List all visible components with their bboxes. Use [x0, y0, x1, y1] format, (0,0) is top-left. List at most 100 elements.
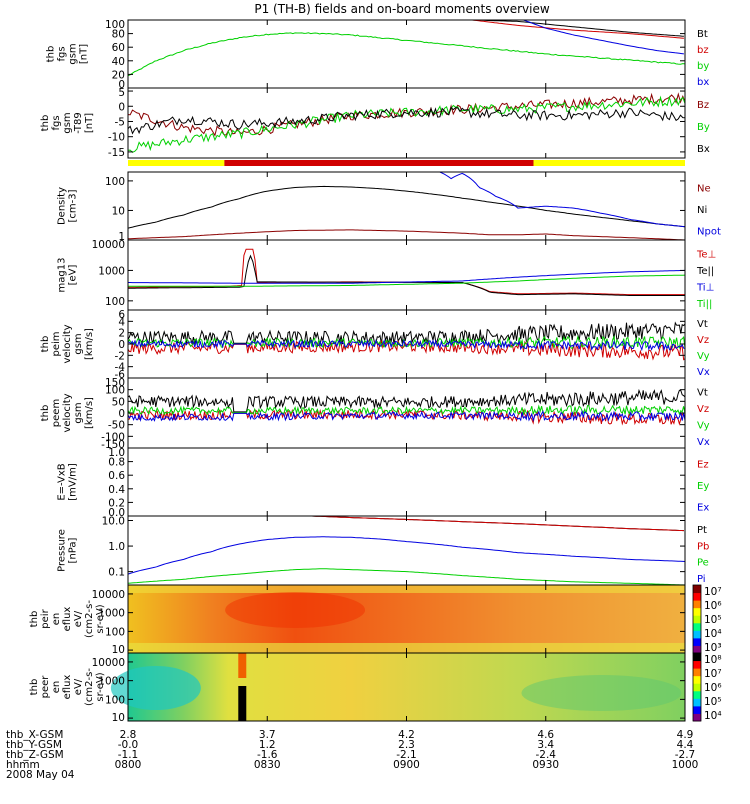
y-tick-label: 0.4: [108, 484, 125, 496]
legend-label: By: [697, 122, 710, 133]
y-axis-label: en: [51, 681, 62, 694]
y-axis-label: E=-VxB: [57, 463, 68, 500]
y-tick-label: 6: [118, 309, 125, 321]
legend-label: Pt: [697, 525, 707, 536]
series-p8-Pe: [127, 568, 686, 586]
y-tick-label: 10: [112, 712, 125, 724]
y-axis-label: sr-eV): [95, 672, 106, 701]
legend-label: Vy: [697, 420, 710, 431]
y-tick-label: 80: [112, 29, 125, 41]
panel-frame: [127, 239, 686, 311]
colorbar-segment: [693, 698, 701, 707]
panel-frame: [127, 515, 686, 586]
colorbar-label: 10³: [704, 642, 722, 654]
colorbar-segment: [693, 653, 701, 662]
ephemeris-value: 4.9: [677, 729, 694, 741]
y-tick-label: 100: [105, 176, 125, 188]
series-p5-Vt: [127, 321, 686, 347]
legend-label: Bt: [697, 29, 708, 40]
y-tick-label: 10000: [92, 239, 125, 251]
legend-label: by: [697, 61, 709, 72]
ephemeris-value: 0900: [393, 759, 420, 771]
ephemeris-value: 3.7: [259, 729, 276, 741]
y-tick-label: -50: [108, 420, 125, 432]
y-tick-label: -5: [115, 116, 125, 128]
y-tick-label: 1.0: [108, 447, 125, 459]
y-tick-label: 10: [112, 644, 125, 656]
colorbar-segment: [693, 683, 701, 692]
y-axis-label: velocity: [62, 324, 73, 363]
y-axis-label: thb: [40, 115, 51, 132]
y-tick-label: 1.0: [108, 541, 125, 553]
y-tick-label: 100: [105, 296, 125, 308]
y-axis-label: (cm2-s-: [84, 600, 95, 638]
y-axis-label: eV/: [73, 610, 84, 627]
ephemeris-value: 4.4: [677, 739, 694, 751]
y-axis-label: peim: [51, 331, 62, 356]
y-axis-label: fgs: [51, 115, 62, 130]
series-p4-Ti||: [128, 274, 686, 287]
series-p6-Vy: [127, 404, 686, 416]
colorbar-segment: [693, 645, 701, 654]
y-tick-label: 4: [118, 316, 125, 328]
spectrogram-gap: [238, 653, 247, 678]
ephemeris-value: 4.2: [398, 729, 415, 741]
colorbar-segment: [693, 630, 701, 639]
y-tick-label: 5: [118, 87, 125, 99]
series-p1-bz: [472, 19, 684, 39]
series-p2-Bz: [127, 92, 686, 137]
legend-label: Ti||: [696, 299, 712, 310]
colorbar-label: 10⁷: [704, 668, 722, 680]
y-axis-label: thb: [46, 46, 57, 63]
y-axis-label: peer: [40, 675, 51, 699]
colorbar-segment: [693, 713, 701, 722]
legend-label: Te||: [696, 266, 714, 277]
colorbar-segment: [693, 607, 701, 616]
ephemeris-value: 1000: [672, 759, 699, 771]
series-p5-Vx: [127, 338, 686, 352]
series-p1-by: [127, 32, 686, 77]
y-tick-label: 40: [112, 56, 125, 68]
y-axis-label: Density: [57, 187, 68, 225]
y-tick-label: 60: [112, 42, 125, 54]
legend-label: Te⊥: [696, 249, 716, 260]
ephemeris-value: 2.8: [120, 729, 137, 741]
legend-label: Vy: [697, 351, 710, 362]
y-tick-label: 1000: [98, 608, 125, 620]
legend-label: Ti⊥: [696, 282, 714, 293]
y-axis-label: gsm: [62, 112, 73, 133]
colorbar-segment: [693, 585, 701, 594]
colorbar-label: 10⁵: [704, 696, 722, 708]
ephemeris-value: -2.4: [536, 749, 557, 761]
ephemeris-value: -1.6: [257, 749, 278, 761]
y-axis-label: eflux: [62, 607, 73, 632]
y-tick-label: 0.1: [108, 567, 125, 579]
ephemeris-row-label: 2008 May 04: [6, 769, 75, 781]
y-tick-label: 1000: [98, 265, 125, 277]
y-axis-label: fgs: [57, 46, 68, 61]
colorbar-segment: [693, 600, 701, 609]
legend-label: Npot: [697, 226, 721, 237]
colorbar-segment: [693, 622, 701, 631]
y-axis-label: gsm: [68, 43, 79, 64]
legend-label: Pb: [697, 541, 709, 552]
ephemeris-value: 0930: [532, 759, 559, 771]
colorbar-segment: [693, 675, 701, 684]
legend-label: Pi: [697, 574, 706, 585]
y-tick-label: 1: [118, 231, 125, 243]
y-tick-label: 20: [112, 69, 125, 81]
colorbar-label: 10⁶: [704, 600, 722, 612]
y-axis-label: thb: [40, 405, 51, 422]
colorbar-label: 10⁷: [704, 586, 722, 598]
y-axis-label: sr-eV): [95, 604, 106, 633]
y-axis-label: Pressure: [57, 529, 68, 572]
series-p1-bx: [523, 19, 684, 55]
colorbar-label: 10⁵: [704, 614, 722, 626]
series-p3-Ni: [127, 185, 686, 229]
spectrogram-peak: [521, 675, 682, 711]
legend-label: Ez: [697, 460, 709, 471]
y-axis-label: peir: [40, 608, 51, 628]
spectrogram-field: [128, 585, 685, 653]
y-axis-label: gsm: [73, 402, 84, 423]
